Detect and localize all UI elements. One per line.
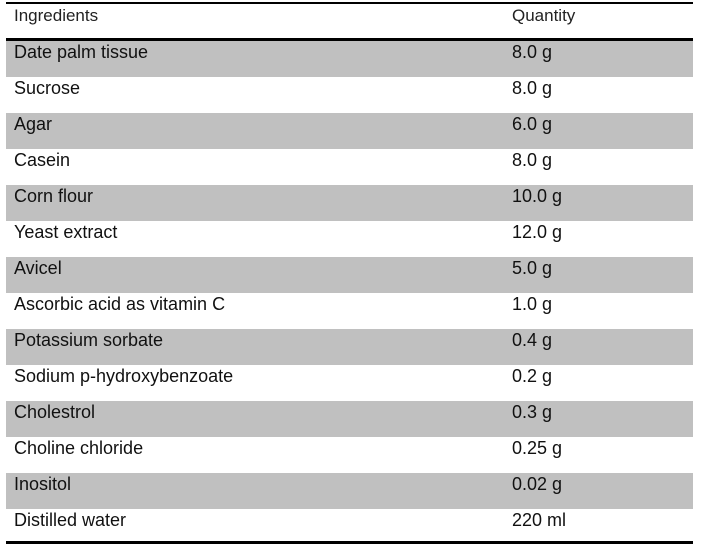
quantity-cell: 0.25 g (512, 438, 563, 458)
quantity-cell: 8.0 g (512, 150, 553, 170)
quantity-cell: 6.0 g (512, 114, 553, 134)
table-row: Sodium p-hydroxybenzoate 0.2 g (6, 365, 693, 401)
ingredient-cell: Corn flour (14, 186, 94, 206)
quantity-cell: 10.0 g (512, 186, 563, 206)
table-row: Potassium sorbate 0.4 g (6, 329, 693, 365)
table-row: Date palm tissue 8.0 g (6, 41, 693, 77)
quantity-cell: 8.0 g (512, 78, 553, 98)
ingredient-cell: Cholestrol (14, 402, 96, 422)
quantity-column-header: Quantity (512, 6, 576, 25)
ingredient-cell: Inositol (14, 474, 72, 494)
ingredient-cell: Agar (14, 114, 53, 134)
ingredient-cell: Distilled water (14, 510, 127, 530)
quantity-cell: 8.0 g (512, 42, 553, 62)
ingredient-cell: Ascorbic acid as vitamin C (14, 294, 226, 314)
table-row: Casein 8.0 g (6, 149, 693, 185)
table-row: Agar 6.0 g (6, 113, 693, 149)
table-row: Inositol 0.02 g (6, 473, 693, 509)
top-rule (6, 2, 693, 4)
ingredient-cell: Choline chloride (14, 438, 144, 458)
ingredient-cell: Avicel (14, 258, 62, 278)
quantity-cell: 12.0 g (512, 222, 563, 242)
table-row: Yeast extract 12.0 g (6, 221, 693, 257)
quantity-cell: 220 ml (512, 510, 567, 530)
header-rule (6, 38, 693, 41)
table-row: Ascorbic acid as vitamin C 1.0 g (6, 293, 693, 329)
ingredient-cell: Potassium sorbate (14, 330, 164, 350)
table-row: Distilled water 220 ml (6, 509, 693, 545)
table-body: Date palm tissue 8.0 g Sucrose 8.0 g Aga… (6, 41, 693, 545)
quantity-cell: 0.4 g (512, 330, 553, 350)
table-row: Choline chloride 0.25 g (6, 437, 693, 473)
quantity-cell: 1.0 g (512, 294, 553, 314)
quantity-cell: 0.2 g (512, 366, 553, 386)
table-header-row: Ingredients Quantity (6, 4, 693, 38)
ingredient-cell: Sucrose (14, 78, 81, 98)
table-row: Cholestrol 0.3 g (6, 401, 693, 437)
table-row: Sucrose 8.0 g (6, 77, 693, 113)
quantity-cell: 0.02 g (512, 474, 563, 494)
table-row: Avicel 5.0 g (6, 257, 693, 293)
quantity-cell: 5.0 g (512, 258, 553, 278)
bottom-rule (6, 541, 693, 544)
ingredient-cell: Casein (14, 150, 71, 170)
ingredient-cell: Date palm tissue (14, 42, 149, 62)
ingredients-column-header: Ingredients (14, 6, 99, 25)
table-row: Corn flour 10.0 g (6, 185, 693, 221)
quantity-cell: 0.3 g (512, 402, 553, 422)
ingredient-cell: Sodium p-hydroxybenzoate (14, 366, 234, 386)
ingredient-cell: Yeast extract (14, 222, 118, 242)
